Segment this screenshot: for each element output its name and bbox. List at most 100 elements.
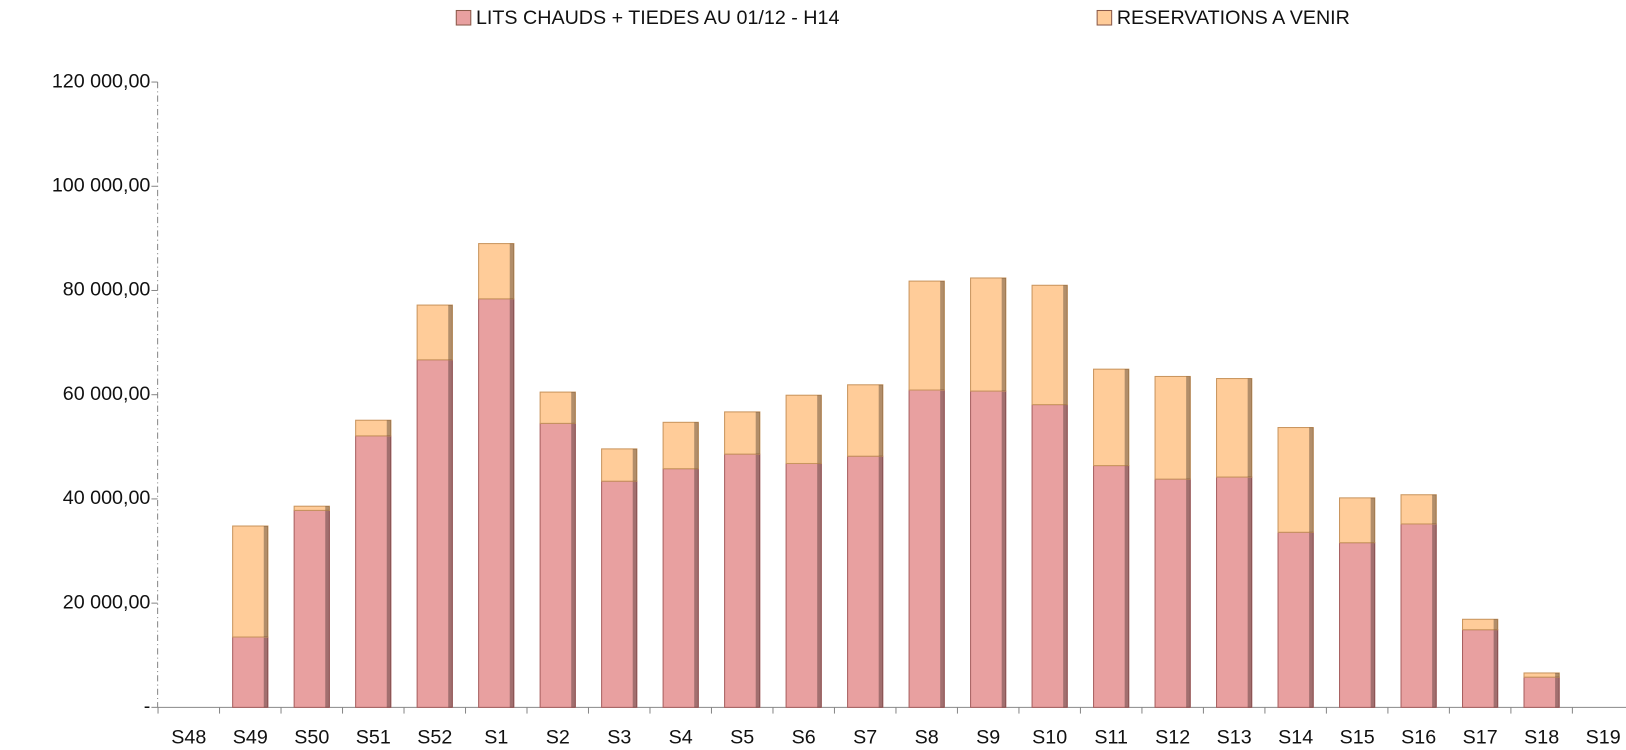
bar-segment (1154, 375, 1191, 480)
y-tick-label: 120 000,00 (52, 70, 151, 92)
bar-shade (571, 392, 576, 424)
bar-shade (325, 510, 330, 708)
y-tick-label: 40 000,00 (63, 487, 151, 509)
bar-segment (293, 505, 330, 511)
bar-segment (724, 453, 761, 708)
bar-shade (1309, 427, 1314, 533)
bar-segment (908, 280, 945, 391)
bar-segment (478, 243, 515, 300)
bar-segment (1216, 476, 1253, 708)
bar-segment (785, 394, 822, 465)
y-tick-label: 80 000,00 (63, 279, 151, 301)
x-tick-label: S8 (915, 727, 939, 749)
bar-segment (232, 525, 269, 638)
bar-shade (1063, 285, 1068, 405)
bar-shade (694, 422, 699, 469)
bar-shade (878, 384, 883, 457)
bar-segment (662, 468, 699, 708)
bar-shade (1186, 479, 1191, 708)
bar-segment (1523, 676, 1560, 708)
bar-shade (632, 481, 637, 708)
y-tick-label: 20 000,00 (63, 591, 151, 613)
x-tick-label: S19 (1586, 727, 1621, 749)
bar-shade (509, 243, 514, 299)
bar-segment (232, 636, 269, 708)
x-tick-label: S7 (853, 727, 877, 749)
bar-segment (1400, 494, 1437, 525)
bar-segment (1093, 368, 1130, 467)
x-tick-label: S4 (669, 727, 693, 749)
bar-shade (1063, 404, 1068, 708)
bar-shade (448, 359, 453, 708)
legend-swatch (455, 9, 472, 26)
x-tick-label: S6 (792, 727, 816, 749)
bar-shade (817, 395, 822, 464)
bar-segment (1216, 378, 1253, 478)
bar-shade (448, 305, 453, 360)
bar-segment (1339, 542, 1376, 708)
bar-segment (724, 411, 761, 455)
bar-shade (263, 637, 268, 708)
bar-segment (1277, 427, 1314, 533)
bar-shade (1309, 532, 1314, 708)
bar-shade (571, 423, 576, 708)
x-tick-label: S14 (1278, 727, 1313, 749)
bar-shade (755, 454, 760, 708)
bar-segment (416, 304, 453, 361)
x-tick-label: S52 (417, 727, 452, 749)
bar-shade (940, 390, 945, 708)
x-tick-label: S16 (1401, 727, 1436, 749)
y-tick-label: - (144, 696, 151, 718)
legend-label: LITS CHAUDS + TIEDES AU 01/12 - H14 (476, 7, 839, 29)
bar-segment (785, 462, 822, 708)
bar-segment (293, 509, 330, 708)
bar-shade (878, 456, 883, 708)
bar-segment (662, 421, 699, 470)
x-tick-label: S3 (607, 727, 631, 749)
bar-segment (539, 422, 576, 708)
x-tick-label: S2 (546, 727, 570, 749)
x-tick-label: S13 (1217, 727, 1252, 749)
legend-label: RESERVATIONS A VENIR (1117, 7, 1350, 29)
bar-shade (755, 411, 760, 455)
bar-shade (1432, 494, 1437, 524)
x-tick-label: S50 (294, 727, 329, 749)
bar-shade (694, 468, 699, 708)
bar-segment (416, 359, 453, 708)
x-tick-label: S51 (356, 727, 391, 749)
bar-shade (1370, 497, 1375, 543)
x-tick-label: S5 (730, 727, 754, 749)
bar-segment (601, 448, 638, 482)
bar-segment (1154, 478, 1191, 708)
bar-shade (1247, 378, 1252, 478)
bar-shade (1555, 672, 1560, 678)
y-tick-label: 100 000,00 (52, 174, 151, 196)
bar-shade (632, 448, 637, 482)
bar-shade (817, 463, 822, 708)
bar-segment (970, 390, 1007, 708)
bar-shade (1001, 277, 1006, 392)
x-tick-label: S49 (233, 727, 268, 749)
bar-segment (1462, 618, 1499, 631)
bar-shade (263, 526, 268, 638)
bar-segment (478, 298, 515, 708)
x-tick-label: S17 (1463, 727, 1498, 749)
bar-shade (1493, 629, 1498, 708)
bar-segment (1339, 497, 1376, 544)
bar-segment (847, 455, 884, 708)
bar-segment (355, 419, 392, 437)
x-tick-label: S18 (1524, 727, 1559, 749)
bar-shade (1001, 391, 1006, 708)
bar-segment (355, 435, 392, 708)
bar-shade (386, 420, 391, 436)
bar-segment (601, 480, 638, 708)
bar-segment (1277, 531, 1314, 708)
x-tick-label: S10 (1032, 727, 1067, 749)
bar-shade (1432, 523, 1437, 708)
x-tick-label: S15 (1340, 727, 1375, 749)
bar-shade (1186, 376, 1191, 480)
bar-segment (1400, 523, 1437, 708)
bar-segment (1093, 465, 1130, 708)
legend-swatch (1096, 9, 1113, 26)
bar-shade (1555, 677, 1560, 708)
